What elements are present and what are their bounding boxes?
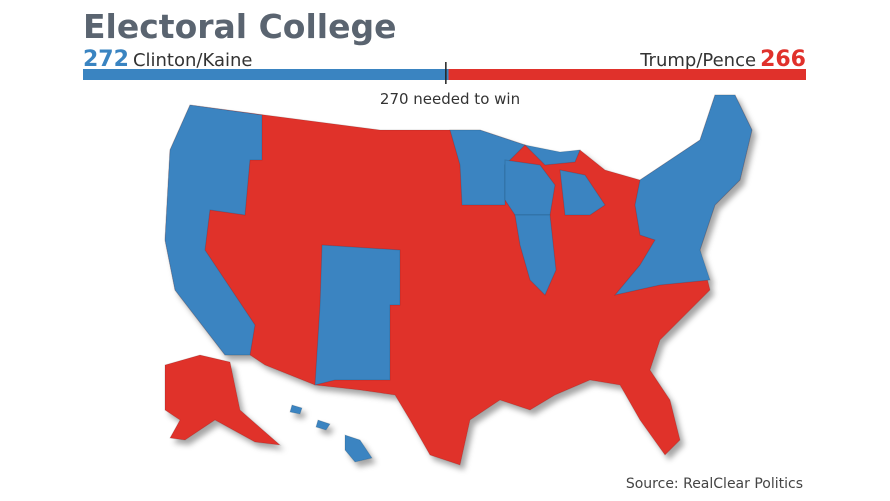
vote-bar [83,62,806,84]
hawaii [344,434,373,463]
contiguous-states [164,94,753,466]
trump-bar [448,69,806,80]
threshold-label: 270 needed to win [380,90,520,108]
clinton-bar [83,69,449,80]
title: Electoral College [83,7,396,46]
trump-votes: 266 [760,47,806,72]
us-map [164,94,753,466]
trump-label: Trump/Pence [639,50,756,71]
west-coast-states [164,104,263,356]
clinton-label: Clinton/Kaine [133,50,253,71]
source: Source: RealClear Politics [626,476,803,492]
michigan-upper [523,144,581,166]
clinton-votes: 272 [83,47,129,72]
alaska [164,354,282,446]
illinois [514,214,557,296]
hawaii-islands [315,419,331,431]
hawaii-islands [289,404,303,415]
michigan [559,169,606,216]
northeast-states [613,94,753,296]
colorado-new-mexico [314,244,401,386]
